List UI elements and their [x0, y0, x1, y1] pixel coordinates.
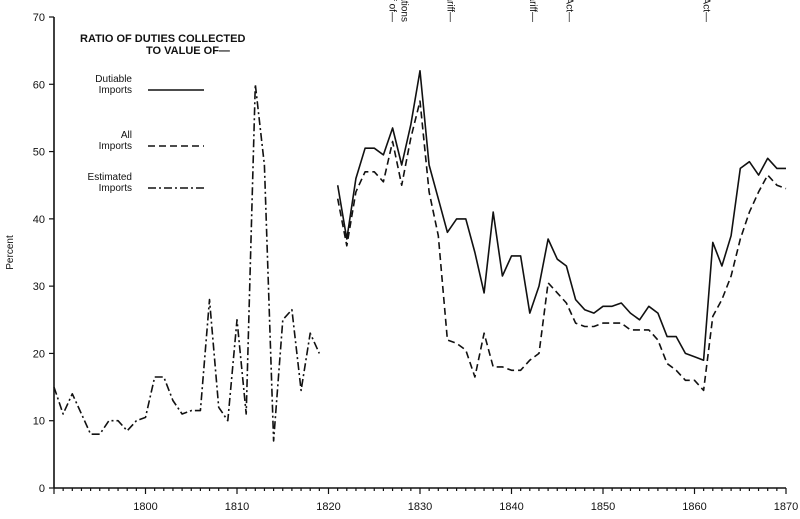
- legend-title: RATIO OF DUTIES COLLECTED: [80, 33, 245, 45]
- axes: 0 10 20 30 40 50 60 70 1800 1810 1820 1830 1840 1850 1…: [5, 12, 798, 513]
- legend-title: TO VALUE OF—: [146, 45, 230, 57]
- y-tick-label: 70: [33, 12, 45, 24]
- y-tick-label: 40: [33, 214, 45, 226]
- y-axis-title: Percent: [5, 235, 16, 270]
- x-tick-label: 1860: [682, 501, 706, 513]
- series-line-1: [336, 100, 787, 392]
- y-tick-label: 10: [33, 416, 45, 428]
- x-tick-label: 1810: [225, 501, 249, 513]
- annotations: Tariff of—Abominations Compromise Tariff—…: [387, 0, 712, 22]
- series-line-2: [53, 83, 321, 442]
- x-tick-label: 1830: [408, 501, 432, 513]
- annotation-label: Whig Tariff—: [527, 0, 538, 22]
- x-tick-label: 1870: [774, 501, 798, 513]
- y-tick-label: 20: [33, 348, 45, 360]
- legend-entry-label: Imports: [99, 85, 132, 96]
- annotation-label: Walker Act—: [563, 0, 574, 22]
- x-tick-label: 1840: [499, 501, 523, 513]
- y-tick-label: 60: [33, 79, 45, 91]
- legend-entry-label: Dutiable: [95, 74, 132, 85]
- y-tick-label: 30: [33, 281, 45, 293]
- x-tick-label: 1850: [591, 501, 615, 513]
- y-tick-label: 50: [33, 147, 45, 159]
- annotation-label: Compromise Tariff—: [444, 0, 455, 22]
- legend-entry-label: All: [121, 130, 132, 141]
- legend-entry-label: Estimated: [88, 172, 132, 183]
- x-tick-label: 1820: [316, 501, 340, 513]
- legend-entry-label: Imports: [99, 141, 132, 152]
- y-tick-label: 0: [39, 483, 45, 495]
- annotation-label: Abominations: [399, 0, 410, 22]
- annotation-label: Morrill Act—: [701, 0, 712, 22]
- legend-entry-label: Imports: [99, 183, 132, 194]
- annotation-label: Tariff of—: [387, 0, 398, 22]
- series-line-0: [336, 70, 786, 361]
- series-lines: [53, 70, 787, 442]
- x-tick-label: 1800: [133, 501, 157, 513]
